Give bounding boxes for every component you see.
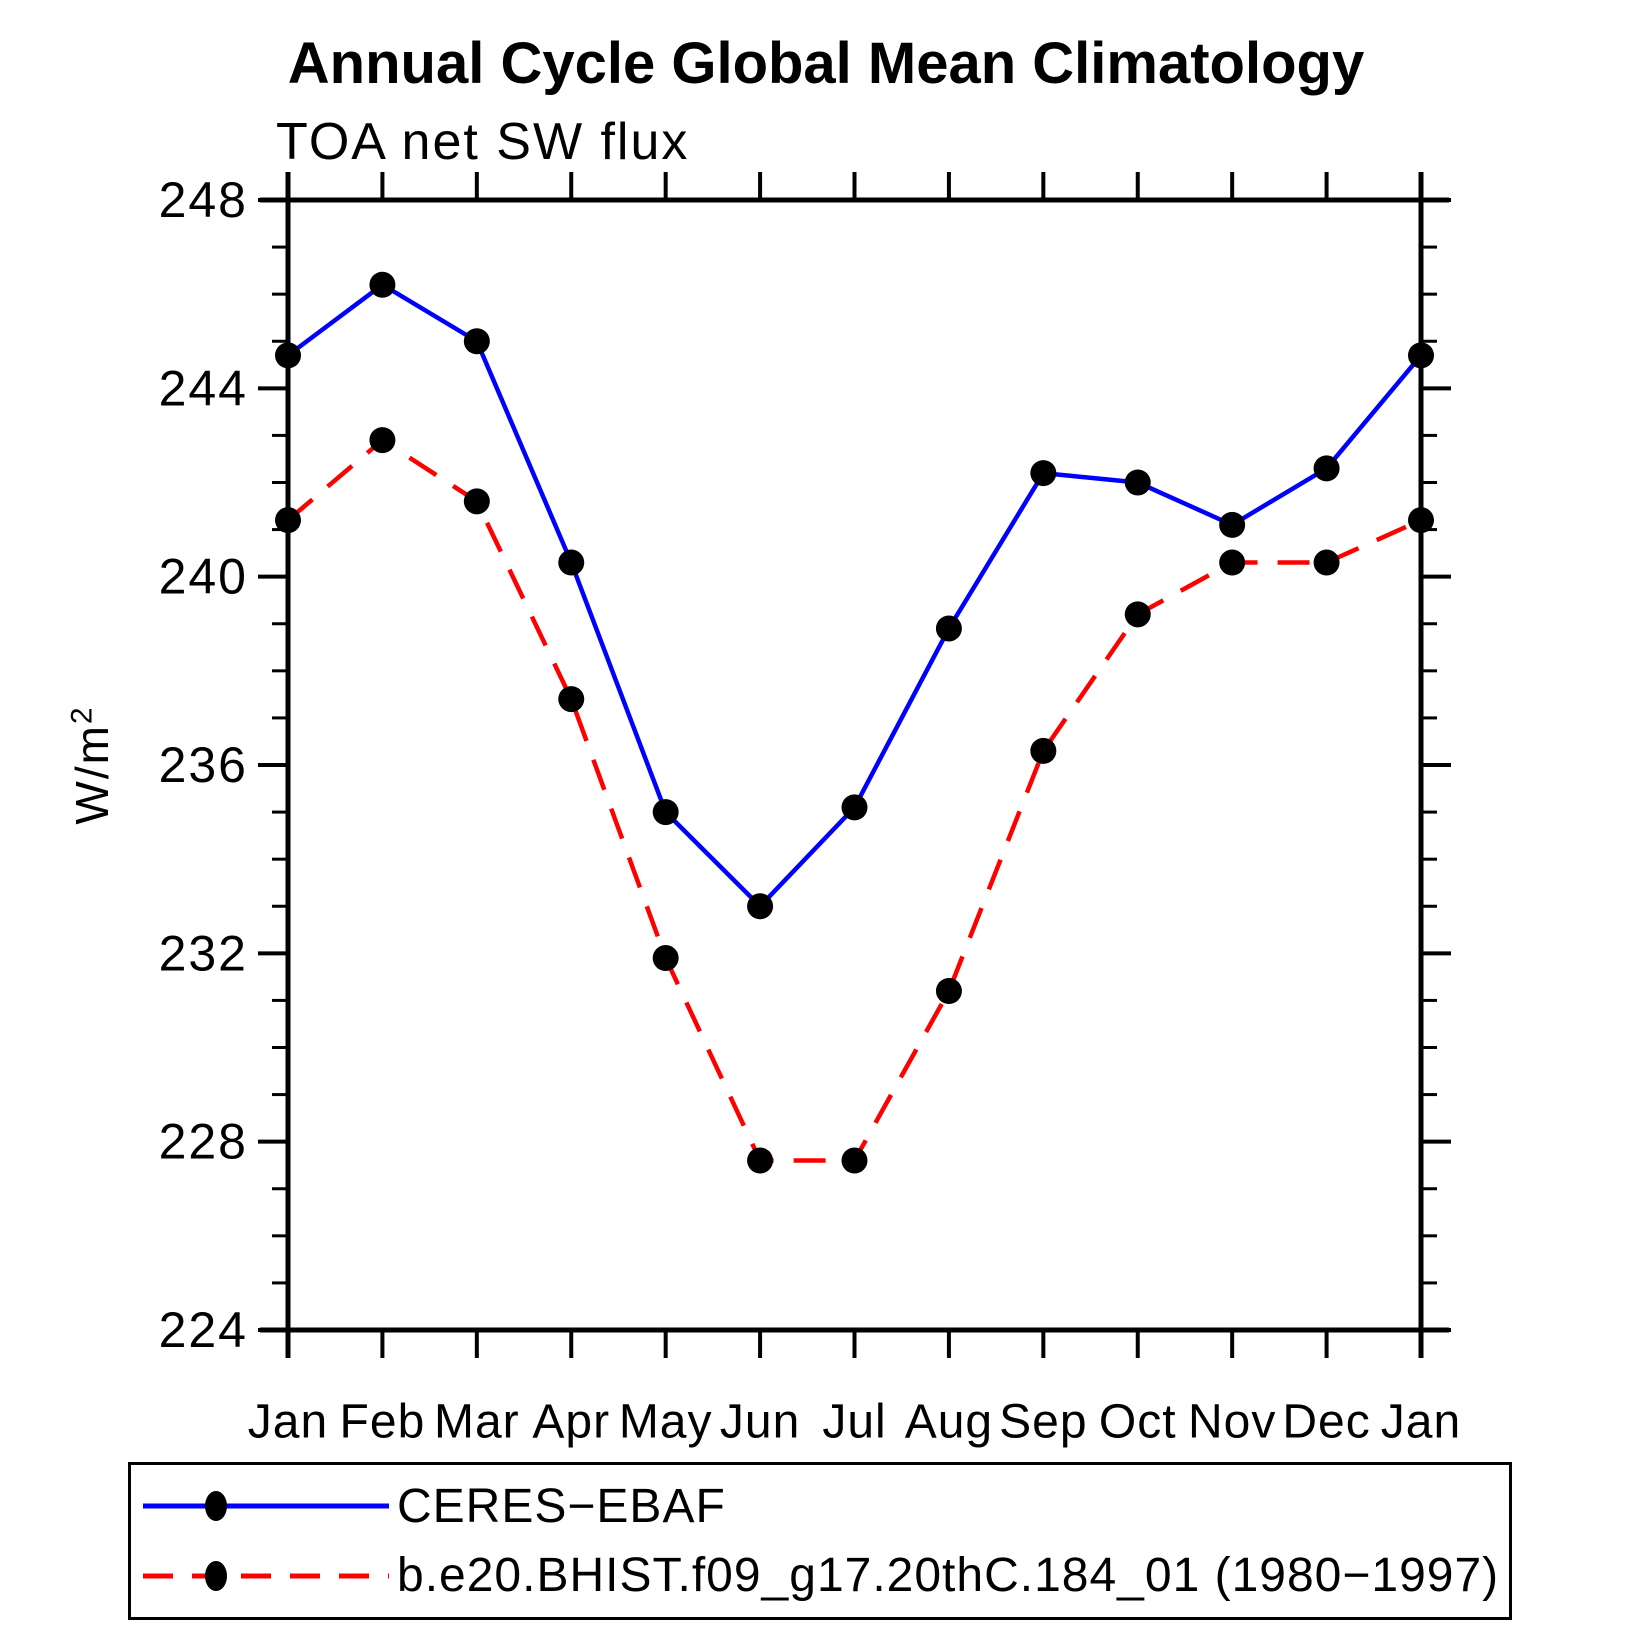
x-tick-label: Jul xyxy=(822,1396,886,1449)
legend-box: CERES−EBAF b.e20.BHIST.f09_g17.20thC.184… xyxy=(128,1462,1512,1620)
data-point xyxy=(747,893,774,920)
data-point xyxy=(1313,549,1340,576)
x-tick-label: Jun xyxy=(720,1396,800,1449)
legend-line-obs-sample xyxy=(143,1491,389,1522)
data-point xyxy=(369,271,396,298)
y-tick-label: 228 xyxy=(159,1114,248,1170)
series-ceres-ebaf xyxy=(275,271,1434,920)
axes-frame xyxy=(260,172,1449,1358)
y-tick-label: 240 xyxy=(159,549,248,605)
y-tick-label: 224 xyxy=(159,1302,248,1358)
series-model xyxy=(275,427,1434,1174)
y-axis: 224 228 232 236 240 244 248 xyxy=(159,172,1451,1358)
data-point xyxy=(935,978,962,1004)
data-point xyxy=(463,328,490,355)
legend-item-model: b.e20.BHIST.f09_g17.20thC.184_01 (1980−1… xyxy=(141,1546,1509,1606)
data-point xyxy=(369,427,396,454)
y-tick-label: 248 xyxy=(159,172,248,228)
data-point xyxy=(1030,460,1057,487)
x-tick-label: Apr xyxy=(532,1396,610,1449)
x-tick-label: Aug xyxy=(905,1396,993,1449)
x-tick-label: Dec xyxy=(1282,1396,1370,1449)
data-point xyxy=(558,686,585,713)
x-tick-label: Nov xyxy=(1188,1396,1276,1449)
y-tick-label: 236 xyxy=(159,737,248,793)
data-point xyxy=(275,342,301,369)
data-point xyxy=(1030,737,1057,764)
data-point xyxy=(1124,469,1151,496)
x-tick-label: Jan xyxy=(248,1396,328,1449)
legend-label-model: b.e20.BHIST.f09_g17.20thC.184_01 (1980−1… xyxy=(397,1549,1500,1603)
legend-obs-marker-icon xyxy=(205,1491,227,1522)
x-tick-label: Mar xyxy=(434,1396,520,1449)
x-tick-label: Feb xyxy=(340,1396,426,1449)
data-point xyxy=(841,1147,868,1174)
data-point xyxy=(1313,455,1340,482)
data-point xyxy=(275,507,301,534)
x-tick-label: Oct xyxy=(1099,1396,1177,1449)
legend-model-marker-icon xyxy=(205,1560,227,1591)
x-axis: Jan Feb Mar Apr May Jun Jul Aug Sep Oct Nov Dec Jan xyxy=(248,172,1461,1449)
x-tick-label: Sep xyxy=(999,1396,1087,1449)
data-point xyxy=(1408,507,1434,534)
legend-label-obs: CERES−EBAF xyxy=(397,1479,726,1533)
data-point xyxy=(1124,601,1151,628)
chart-subtitle: TOA net SW flux xyxy=(276,113,690,171)
data-point xyxy=(652,799,679,826)
x-tick-label: May xyxy=(619,1396,713,1449)
legend-line-model-sample xyxy=(143,1560,389,1591)
data-point xyxy=(1219,549,1246,576)
data-point xyxy=(841,794,868,821)
y-tick-label: 244 xyxy=(159,360,248,416)
data-point xyxy=(558,549,585,576)
data-point xyxy=(463,488,490,515)
data-point xyxy=(747,1147,774,1174)
data-point xyxy=(1219,511,1246,538)
y-tick-label: 232 xyxy=(159,925,248,981)
page-title: Annual Cycle Global Mean Climatology xyxy=(287,31,1365,96)
x-tick-label: Jan xyxy=(1381,1396,1461,1449)
legend-item-obs: CERES−EBAF xyxy=(141,1476,1509,1536)
data-point xyxy=(1408,342,1434,369)
data-point xyxy=(652,945,679,972)
data-point xyxy=(935,615,962,642)
